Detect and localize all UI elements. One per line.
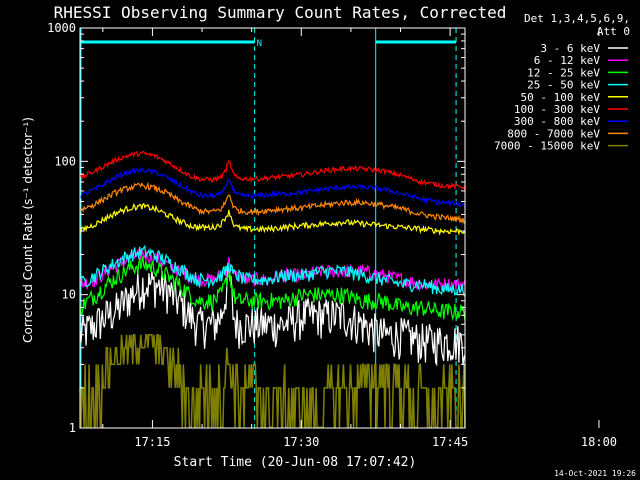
series-line xyxy=(79,264,466,367)
x-tick-label: 17:30 xyxy=(283,435,319,449)
detector-info-line2: Att 0 xyxy=(597,25,630,38)
legend-entry-label: 6 - 12 keV xyxy=(534,54,601,67)
legend-entry-label: 7000 - 15000 keV xyxy=(494,140,600,153)
detector-info-line1: Det 1,3,4,5,6,9, xyxy=(524,12,630,25)
series-line xyxy=(79,244,466,297)
legend-entry-label: 100 - 300 keV xyxy=(514,103,600,116)
axes: 110100100017:1517:3017:4518:0018:1518:30… xyxy=(47,21,617,449)
y-tick-label: 1 xyxy=(69,421,76,435)
legend-entry-label: 50 - 100 keV xyxy=(521,91,601,104)
legend-entry-label: 12 - 25 keV xyxy=(527,66,600,79)
x-tick-label: 18:00 xyxy=(581,435,617,449)
chart-title: RHESSI Observing Summary Count Rates, Co… xyxy=(54,3,507,22)
series-line xyxy=(79,202,466,236)
series-line xyxy=(79,248,466,292)
legend-entry-label: 3 - 6 keV xyxy=(540,42,600,55)
y-tick-label: 100 xyxy=(54,154,76,168)
plot-frame xyxy=(79,27,466,429)
y-axis-label: Corrected Count Rate (s⁻¹ detector⁻¹) xyxy=(21,117,35,343)
y-tick-label: 1000 xyxy=(47,21,76,35)
series-line xyxy=(79,166,466,209)
x-tick-label: 17:15 xyxy=(134,435,170,449)
y-tick-label: 10 xyxy=(62,288,76,302)
series-line xyxy=(79,334,466,429)
legend-entry-label: 25 - 50 keV xyxy=(527,79,600,92)
x-axis-label: Start Time (20-Jun-08 17:07:42) xyxy=(174,455,417,470)
x-tick-label: 17:45 xyxy=(432,435,468,449)
series-line xyxy=(79,150,466,191)
series-line xyxy=(79,181,466,224)
night-marker-label: N xyxy=(257,39,262,49)
timestamp: 14-Oct-2021 19:26 xyxy=(554,469,636,478)
series-line xyxy=(79,256,466,322)
series-group xyxy=(79,150,466,429)
legend-entry-label: 300 - 800 keV xyxy=(514,115,600,128)
legend-entry-label: 800 - 7000 keV xyxy=(507,127,600,140)
